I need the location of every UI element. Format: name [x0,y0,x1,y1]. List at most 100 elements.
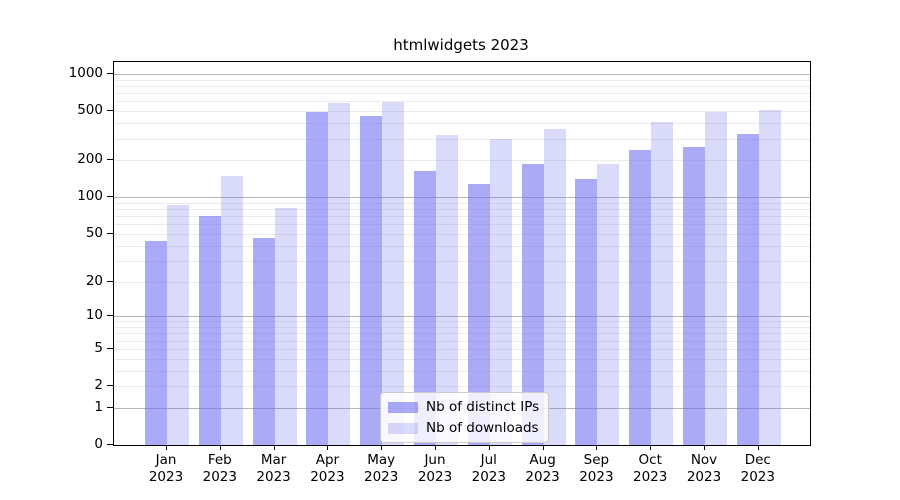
minor-gridline [114,138,810,140]
minor-gridline [114,321,810,323]
y-tick [107,159,113,161]
x-tick [488,445,490,450]
x-tick [650,445,652,450]
y-tick-label: 1000 [68,65,103,81]
x-tick-label: Jan 2023 [148,452,184,485]
x-tick [219,445,221,450]
bar-distinct-ips-jan [145,240,167,445]
y-tick [107,196,113,198]
y-tick [107,385,113,386]
y-tick [107,315,113,317]
plot-area [113,61,811,446]
minor-gridline [114,370,810,372]
minor-gridline [114,202,810,204]
bar-downloads-nov [705,112,727,445]
x-tick-label: Aug 2023 [525,452,560,485]
bar-downloads-feb [220,176,243,445]
bar-downloads-oct [651,122,674,445]
bar-distinct-ips-dec [736,134,759,445]
x-tick [757,445,759,450]
x-tick [542,445,544,450]
bar-distinct-ips-mar [252,238,275,445]
x-tick [704,445,705,450]
y-tick-label: 1 [94,398,103,415]
bar-distinct-ips-apr [306,112,329,445]
minor-gridline [114,216,810,218]
legend-item-downloads: Nb of downloads [388,419,539,437]
bar-downloads-may [382,101,405,445]
bar-distinct-ips-jun [414,170,436,445]
legend-item-distinct-ips: Nb of distinct IPs [388,398,539,416]
y-tick [107,280,113,282]
x-tick [596,445,598,450]
x-tick-label: Apr 2023 [310,452,345,485]
y-tick-label: 50 [85,224,103,241]
bar-downloads-aug [543,129,566,445]
major-gridline [114,316,810,318]
major-gridline [114,74,810,75]
minor-gridline [114,233,810,235]
x-tick-label: Jun 2023 [417,452,453,485]
minor-gridline [114,333,810,335]
minor-gridline [114,386,810,387]
legend-swatch-distinct-ips [388,401,418,413]
y-tick-label: 500 [77,102,103,119]
minor-gridline [114,209,810,210]
x-tick-label: Feb 2023 [202,452,237,485]
bar-downloads-jan [167,204,189,445]
x-tick [435,445,436,450]
bar-distinct-ips-nov [683,147,705,445]
minor-gridline [114,348,810,350]
x-tick-label: Nov 2023 [686,452,722,485]
minor-gridline [114,79,810,81]
minor-gridline [114,93,810,95]
x-tick [381,445,383,450]
bar-downloads-jun [436,135,458,445]
minor-gridline [114,101,810,103]
bar-distinct-ips-sep [575,179,598,445]
x-tick-label: Oct 2023 [633,452,668,485]
bar-downloads-mar [274,207,297,445]
chart-title: htmlwidgets 2023 [393,36,529,54]
y-tick [107,347,113,349]
bar-downloads-apr [328,103,351,445]
major-gridline [114,197,810,199]
legend: Nb of distinct IPs Nb of downloads [380,392,550,443]
bar-downloads-jul [489,139,512,445]
x-tick-label: Jul 2023 [471,452,506,485]
bar-distinct-ips-may [360,116,383,445]
minor-gridline [114,111,810,113]
y-tick-label: 0 [94,436,103,452]
y-tick [107,406,113,408]
minor-gridline [114,85,810,87]
y-tick-label: 20 [85,272,103,289]
minor-gridline [114,358,810,360]
x-tick-label: May 2023 [364,452,399,485]
bar-distinct-ips-feb [198,216,221,445]
minor-gridline [114,245,810,247]
bar-distinct-ips-aug [521,163,544,445]
minor-gridline [114,160,810,162]
bar-distinct-ips-oct [629,149,652,445]
minor-gridline [114,340,810,342]
minor-gridline [114,123,810,125]
y-tick-label: 200 [77,151,103,168]
minor-gridline [114,224,810,226]
x-tick-label: Dec 2023 [740,452,775,485]
x-tick-label: Mar 2023 [256,452,291,485]
bar-distinct-ips-jul [467,184,490,445]
x-tick [273,445,275,450]
y-tick-label: 10 [85,307,103,324]
minor-gridline [114,260,810,262]
y-tick [107,232,113,234]
x-tick [166,445,167,450]
bar-downloads-dec [758,109,781,445]
x-tick [327,445,329,450]
y-tick [107,110,113,112]
legend-label-downloads: Nb of downloads [426,420,539,436]
x-tick-label: Sep 2023 [579,452,614,485]
y-tick [107,73,113,74]
y-tick [107,444,113,445]
legend-swatch-downloads [388,422,418,434]
